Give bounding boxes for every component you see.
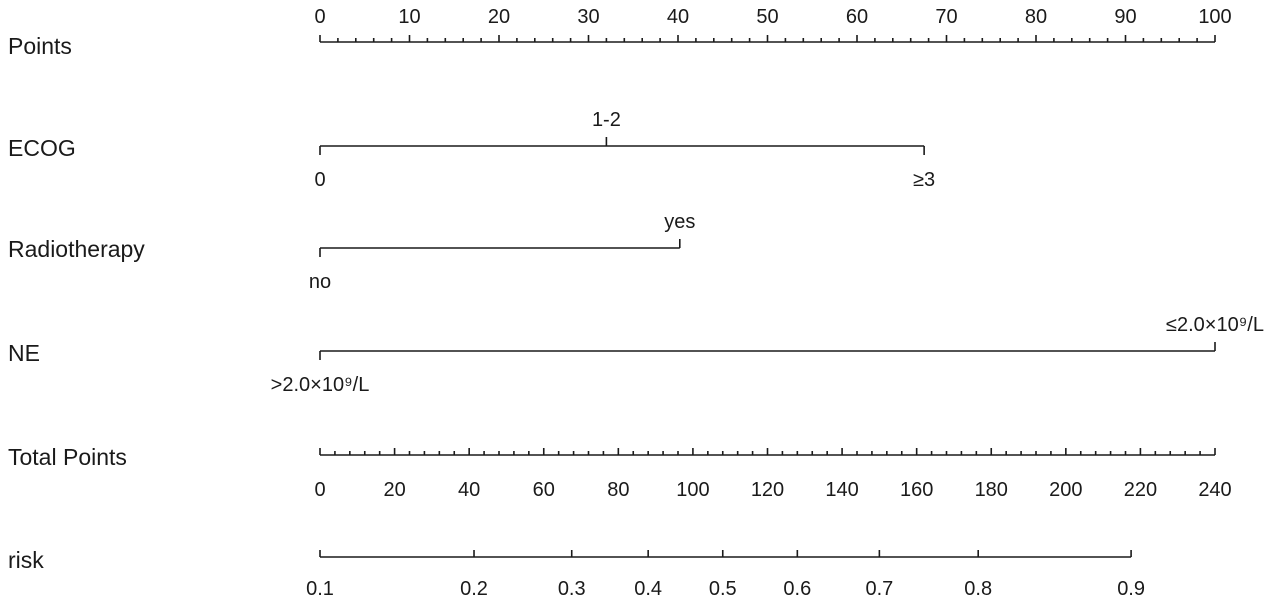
row-label-points: Points [8, 33, 72, 59]
points-tick-label: 20 [488, 6, 510, 28]
points-tick-label: 70 [935, 6, 957, 28]
risk-tick-label: 0.4 [634, 578, 662, 600]
ne-level-label: >2.0×10⁹/L [271, 374, 370, 396]
radiotherapy-level-label: no [309, 271, 331, 293]
points-tick-label: 30 [577, 6, 599, 28]
total_points-tick-label: 80 [607, 479, 629, 501]
risk-tick-label: 0.5 [709, 578, 737, 600]
nomogram-scales: 0 10 20 30 40 50 60 70 80 90 100 0 1-2 ≥3 no yes >2.0×10… [271, 6, 1264, 600]
total_points-tick-label: 220 [1124, 479, 1157, 501]
points-tick-label: 90 [1114, 6, 1136, 28]
total_points-tick-label: 140 [825, 479, 858, 501]
row-label-radiotherapy: Radiotherapy [8, 236, 145, 262]
total_points-tick-label: 20 [383, 479, 405, 501]
row-label-ecog: ECOG [8, 135, 76, 161]
total_points-tick-label: 100 [676, 479, 709, 501]
points-tick-label: 0 [314, 6, 325, 28]
total_points-tick-label: 160 [900, 479, 933, 501]
points-tick-label: 100 [1198, 6, 1231, 28]
total_points-tick-label: 240 [1198, 479, 1231, 501]
ecog-level-label: 0 [314, 169, 325, 191]
ne-level-label: ≤2.0×10⁹/L [1166, 314, 1264, 336]
risk-tick-label: 0.2 [460, 578, 488, 600]
points-tick-label: 60 [846, 6, 868, 28]
row-label-risk: risk [8, 547, 44, 573]
total_points-tick-label: 0 [314, 479, 325, 501]
row-label-ne: NE [8, 340, 40, 366]
risk-tick-label: 0.3 [558, 578, 586, 600]
points-tick-label: 80 [1025, 6, 1047, 28]
points-tick-label: 50 [756, 6, 778, 28]
risk-tick-label: 0.9 [1117, 578, 1145, 600]
total_points-tick-label: 180 [975, 479, 1008, 501]
points-tick-label: 40 [667, 6, 689, 28]
risk-tick-label: 0.1 [306, 578, 334, 600]
row-label-total-points: Total Points [8, 444, 127, 470]
risk-tick-label: 0.6 [783, 578, 811, 600]
ecog-level-label: 1-2 [592, 109, 621, 131]
points-tick-label: 10 [398, 6, 420, 28]
ecog-level-label: ≥3 [913, 169, 935, 191]
risk-tick-label: 0.8 [964, 578, 992, 600]
total_points-tick-label: 40 [458, 479, 480, 501]
risk-tick-label: 0.7 [865, 578, 893, 600]
radiotherapy-level-label: yes [664, 211, 695, 233]
total_points-tick-label: 60 [533, 479, 555, 501]
total_points-tick-label: 120 [751, 479, 784, 501]
total_points-tick-label: 200 [1049, 479, 1082, 501]
